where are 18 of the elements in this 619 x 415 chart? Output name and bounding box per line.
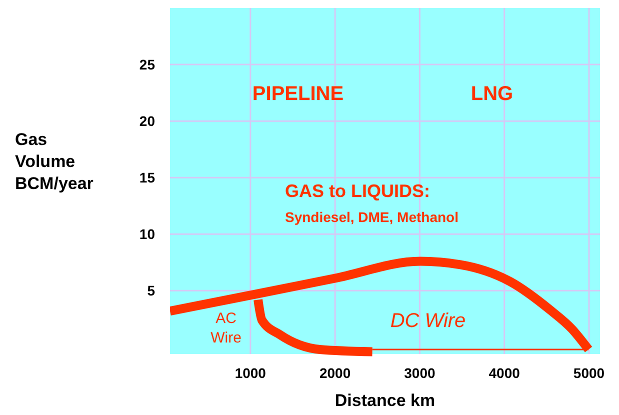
y-axis-title: Gas Volume BCM/year [15,130,94,193]
annotation: DC Wire [390,310,466,332]
x-tick-label: 4000 [488,365,520,381]
annotation: GAS to LIQUIDS: [285,181,430,201]
y-tick-label: 15 [139,170,156,186]
y-tick-label: 20 [139,112,156,129]
annotation: PIPELINE [252,83,344,105]
x-tick-label: 5000 [573,365,605,381]
annotation: Syndiesel, DME, Methanol [285,209,458,225]
x-tick-label: 2000 [319,365,351,381]
x-tick-label: 3000 [404,365,436,381]
y-tick-label: 10 [139,226,156,242]
y-tick-label: 5 [147,282,156,299]
annotation: LNG [470,83,514,105]
x-axis-title: Distance km [334,391,436,410]
x-tick-label: 1000 [234,365,266,381]
annotation: AC Wire [210,310,242,346]
y-tick-label: 25 [139,56,156,72]
